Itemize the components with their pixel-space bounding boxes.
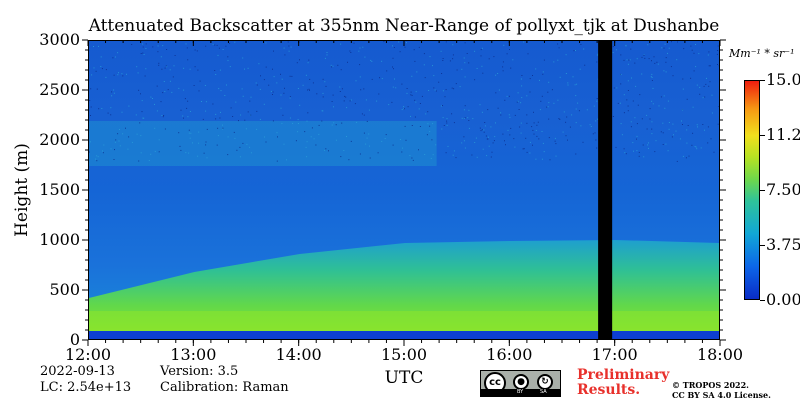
missing-data-gap	[598, 41, 613, 339]
y-tick-label: 2000	[39, 130, 80, 149]
cc-band	[481, 389, 560, 396]
y-tick-label: 0	[69, 330, 80, 349]
backscatter-heatmap	[89, 41, 719, 339]
colorbar-tick-label: 11.25	[766, 125, 800, 144]
colorbar-tick-label: 7.50	[766, 180, 800, 199]
lidar-constant-label: LC: 2.54e+13	[40, 380, 132, 395]
overlap-region	[89, 331, 719, 339]
x-tick-label: 15:00	[380, 345, 428, 364]
colorbar-unit: Mm⁻¹ * sr⁻¹	[729, 47, 795, 60]
colorbar	[744, 80, 760, 300]
colorbar-tick-label: 0.00	[766, 290, 800, 309]
y-tick-label: 500	[49, 280, 80, 299]
y-tick-label: 2500	[39, 80, 80, 99]
y-tick-label: 3000	[39, 30, 80, 49]
elevated-aerosol-layer	[89, 121, 437, 166]
license-line: CC BY SA 4.0 License.	[672, 390, 771, 400]
share-alike-icon: ↻	[537, 374, 553, 390]
date-label: 2022-09-13	[40, 364, 115, 379]
by-label: BY	[517, 389, 524, 395]
colorbar-tick	[760, 80, 765, 81]
version-label: Version: 3.5	[160, 364, 239, 379]
y-tick-label: 1000	[39, 230, 80, 249]
x-axis-label: UTC	[384, 368, 424, 388]
copyright-line: © TROPOS 2022.	[672, 380, 749, 390]
colorbar-tick-label: 3.75	[766, 235, 800, 254]
x-tick-label: 13:00	[170, 345, 217, 364]
colorbar-tick-label: 15.00	[766, 70, 800, 89]
calibration-label: Calibration: Raman	[160, 380, 289, 395]
colorbar-tick	[760, 245, 765, 246]
preliminary-results-note: Preliminary Results.	[577, 368, 669, 398]
x-tick-label: 18:00	[696, 345, 744, 364]
x-tick-label: 14:00	[275, 345, 322, 364]
colorbar-tick	[760, 135, 765, 136]
results-line: Results.	[577, 382, 641, 398]
preliminary-line: Preliminary	[577, 367, 670, 383]
colorbar-tick	[760, 300, 765, 301]
colorbar-tick	[760, 190, 765, 191]
attribution-icon: ●	[513, 374, 529, 390]
plot-area	[88, 40, 720, 340]
chart-title: Attenuated Backscatter at 355nm Near-Ran…	[88, 16, 720, 36]
x-tick-label: 12:00	[64, 345, 112, 364]
y-tick-label: 1500	[39, 180, 80, 199]
signal-noise	[89, 41, 719, 162]
x-tick-label: 16:00	[486, 345, 533, 364]
sa-label: SA	[540, 389, 547, 395]
copyright-note: © TROPOS 2022. CC BY SA 4.0 License.	[672, 380, 771, 400]
near-surface-aerosol	[89, 311, 719, 331]
x-tick-label: 17:00	[591, 345, 638, 364]
cc-license-badge: cc ● ↻ BY SA	[480, 370, 561, 397]
